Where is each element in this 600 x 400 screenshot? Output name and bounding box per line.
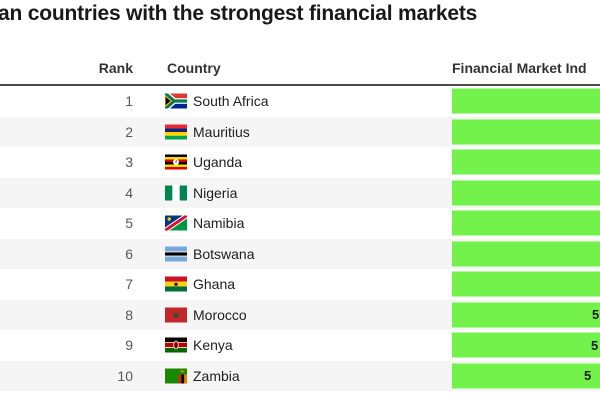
- index-bar: [452, 88, 600, 114]
- rank-cell: 10: [117, 367, 133, 384]
- country-cell: Nigeria: [193, 184, 238, 201]
- bar-value: 5: [591, 337, 599, 353]
- rank-cell: 1: [125, 93, 133, 110]
- country-cell: Namibia: [193, 215, 245, 232]
- index-bar: 5: [452, 302, 600, 328]
- country-cell: Zambia: [193, 367, 240, 384]
- index-bar: [452, 119, 600, 145]
- rank-cell: 6: [125, 245, 133, 262]
- kenya-flag-icon: [165, 337, 187, 353]
- rank-cell: 8: [125, 306, 133, 323]
- page-title: an countries with the strongest financia…: [0, 2, 478, 25]
- ghana-flag-icon: [165, 276, 187, 292]
- table-body: 1 South Africa 2: [0, 86, 600, 391]
- country-cell: Uganda: [193, 154, 243, 171]
- table-row: 1 South Africa: [0, 86, 600, 117]
- country-cell: Botswana: [193, 245, 255, 262]
- south-africa-flag-icon: [165, 93, 187, 109]
- table-row: 4 Nigeria: [0, 177, 600, 208]
- table-row: 7 Ghana: [0, 269, 600, 300]
- rank-column-header: Rank: [98, 60, 133, 76]
- morocco-flag-icon: [165, 307, 187, 323]
- index-column-header: Financial Market Ind: [452, 60, 587, 76]
- rank-cell: 2: [125, 123, 133, 140]
- rank-cell: 3: [125, 154, 133, 171]
- table-row: 10 Zambia 5: [0, 360, 600, 391]
- country-column-header: Country: [167, 60, 221, 76]
- table-row: 9 Kenya 5: [0, 330, 600, 361]
- table-row: 2 Mauritius: [0, 116, 600, 147]
- country-cell: Ghana: [193, 276, 236, 293]
- index-bar: 5: [452, 363, 600, 389]
- index-bar: [452, 210, 600, 236]
- nigeria-flag-icon: [165, 185, 187, 201]
- bar-value: 5: [592, 307, 600, 323]
- header-rule: [0, 84, 600, 86]
- table-header: Rank Country Financial Market Ind: [0, 60, 600, 80]
- index-bar: [452, 180, 600, 206]
- zambia-flag-icon: [165, 368, 187, 384]
- country-cell: Mauritius: [193, 123, 250, 140]
- table-row: 8 Morocco 5: [0, 299, 600, 330]
- uganda-flag-icon: [165, 154, 187, 170]
- rank-cell: 4: [125, 184, 133, 201]
- rank-cell: 9: [125, 337, 133, 354]
- index-bar: [452, 271, 600, 297]
- index-bar: [452, 149, 600, 175]
- namibia-flag-icon: [165, 215, 187, 231]
- country-cell: Kenya: [193, 337, 233, 354]
- table-row: 5 Namibia: [0, 208, 600, 239]
- country-cell: South Africa: [193, 93, 269, 110]
- table-row: 6 Botswana: [0, 238, 600, 269]
- botswana-flag-icon: [165, 246, 187, 262]
- table-row: 3 Uganda: [0, 147, 600, 178]
- country-cell: Morocco: [193, 306, 247, 323]
- index-bar: [452, 241, 600, 267]
- rank-cell: 7: [125, 276, 133, 293]
- rank-cell: 5: [125, 215, 133, 232]
- bar-value: 5: [584, 368, 592, 384]
- mauritius-flag-icon: [165, 124, 187, 140]
- index-bar: 5: [452, 332, 600, 358]
